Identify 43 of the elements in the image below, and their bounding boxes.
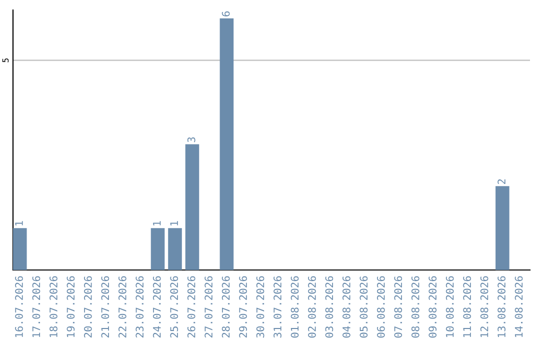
- x-tick-label: 22.07.2026: [118, 276, 126, 338]
- x-tick-label: 11.08.2026: [463, 276, 472, 338]
- data-label: 2: [498, 179, 506, 184]
- x-tick-label: 27.07.2026: [204, 276, 213, 338]
- data-label: 6: [222, 11, 230, 16]
- bar: [496, 186, 510, 270]
- bar: [168, 228, 182, 270]
- x-tick-label: 16.07.2026: [15, 276, 23, 338]
- x-tick-label: 21.07.2026: [101, 276, 110, 338]
- x-tick-label: 04.08.2026: [342, 276, 350, 338]
- data-label: 3: [187, 137, 196, 142]
- data-label: 1: [15, 221, 23, 226]
- x-tick-label: 06.08.2026: [376, 276, 385, 338]
- x-tick-label: 23.07.2026: [136, 276, 144, 338]
- y-tick-label: 5: [2, 58, 9, 62]
- x-tick-label: 24.07.2026: [152, 276, 161, 338]
- data-label: 1: [170, 221, 178, 226]
- x-tick-label: 28.07.2026: [222, 276, 230, 338]
- x-tick-label: 30.07.2026: [256, 276, 264, 338]
- x-tick-label: 19.07.2026: [66, 276, 75, 338]
- x-tick-label: 03.08.2026: [325, 276, 334, 338]
- x-tick-label: 29.07.2026: [239, 276, 247, 338]
- x-tick-label: 17.07.2026: [32, 276, 40, 338]
- bar: [220, 18, 234, 270]
- data-label: 1: [153, 221, 161, 226]
- x-tick-label: 20.07.2026: [84, 276, 92, 338]
- bar: [185, 144, 200, 270]
- x-tick-label: 13.08.2026: [498, 276, 506, 338]
- x-tick-label: 12.08.2026: [480, 276, 488, 338]
- x-tick-label: 26.07.2026: [187, 276, 196, 338]
- x-tick-label: 05.08.2026: [360, 276, 368, 338]
- bar: [13, 228, 27, 270]
- x-tick-label: 31.07.2026: [274, 276, 282, 338]
- x-tick-label: 10.08.2026: [446, 276, 454, 338]
- x-tick-label: 08.08.2026: [411, 276, 420, 338]
- x-tick-label: 18.07.2026: [50, 276, 58, 338]
- x-tick-label: 09.08.2026: [428, 276, 437, 338]
- x-tick-label: 07.08.2026: [394, 276, 402, 338]
- x-tick-label: 25.07.2026: [170, 276, 178, 338]
- x-tick-label: 01.08.2026: [290, 276, 299, 338]
- x-tick-label: 02.08.2026: [308, 276, 316, 338]
- x-tick-label: 14.08.2026: [514, 276, 523, 338]
- bar: [150, 228, 165, 270]
